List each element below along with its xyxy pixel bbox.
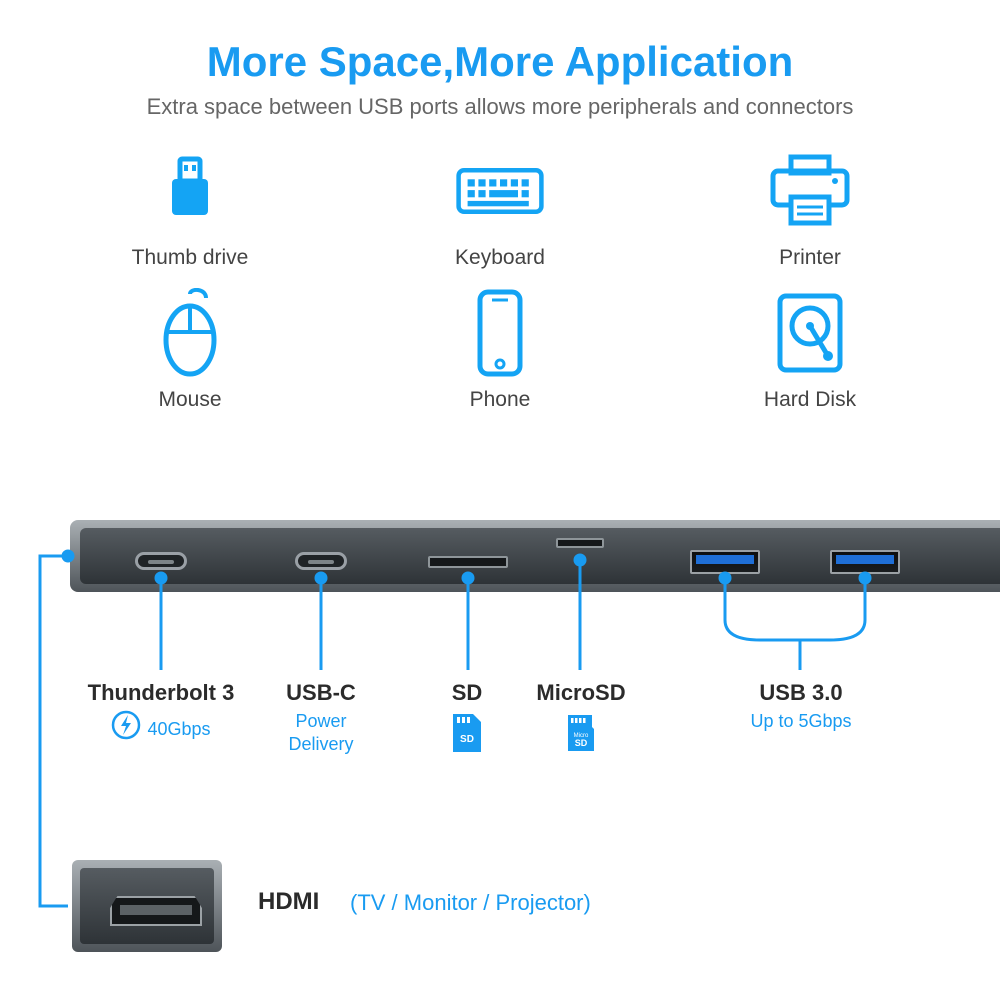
devices-grid: Thumb drive Keyboard: [0, 146, 1000, 412]
microsd-icon: MicroSD: [560, 712, 602, 754]
port-name: USB-C: [236, 680, 406, 706]
device-label: Keyboard: [455, 246, 545, 270]
hdmi-body: [72, 860, 222, 952]
device-label: Mouse: [158, 388, 221, 412]
device-thumb-drive: Thumb drive: [105, 146, 275, 270]
device-phone: Phone: [415, 288, 585, 412]
port-detail: Up to 5Gbps: [716, 710, 886, 733]
label-microsd: MicroSD MicroSD: [496, 680, 666, 754]
port-sd: [428, 556, 508, 568]
hdmi-detail: (TV / Monitor / Projector): [350, 890, 591, 916]
thumb-drive-icon: [145, 146, 235, 236]
mouse-icon: [145, 288, 235, 378]
label-usbc: USB-C Power Delivery: [236, 680, 406, 755]
port-usbc: [295, 552, 347, 570]
printer-icon: [765, 146, 855, 236]
svg-text:SD: SD: [460, 734, 474, 745]
port-microsd: [556, 538, 604, 548]
keyboard-icon: [455, 146, 545, 236]
device-label: Hard Disk: [764, 388, 856, 412]
port-detail: Power Delivery: [236, 710, 406, 755]
device-hard-disk: Hard Disk: [725, 288, 895, 412]
port-name: MicroSD: [496, 680, 666, 706]
port-thunderbolt3: [135, 552, 187, 570]
page-subtitle: Extra space between USB ports allows mor…: [0, 86, 1000, 120]
port-usb3-1: [690, 550, 760, 574]
device-keyboard: Keyboard: [415, 146, 585, 270]
hdmi-side: [72, 860, 222, 952]
device-label: Phone: [470, 388, 531, 412]
hard-disk-icon: [765, 288, 855, 378]
device-label: Printer: [779, 246, 841, 270]
hdmi-port: [110, 896, 202, 926]
sd-icon: SD: [446, 712, 488, 754]
svg-text:SD: SD: [575, 738, 588, 748]
hdmi-name: HDMI: [258, 888, 319, 916]
page-title: More Space,More Application: [0, 0, 1000, 86]
port-name: Thunderbolt 3: [76, 680, 246, 706]
device-label: Thumb drive: [132, 246, 249, 270]
label-usb3: USB 3.0 Up to 5Gbps: [716, 680, 886, 733]
thunderbolt-icon: [111, 710, 141, 745]
device-mouse: Mouse: [105, 288, 275, 412]
port-usb3-2: [830, 550, 900, 574]
device-printer: Printer: [725, 146, 895, 270]
port-detail: 40Gbps: [147, 718, 210, 741]
port-name: USB 3.0: [716, 680, 886, 706]
phone-icon: [455, 288, 545, 378]
label-thunderbolt3: Thunderbolt 3 40Gbps: [76, 680, 246, 745]
